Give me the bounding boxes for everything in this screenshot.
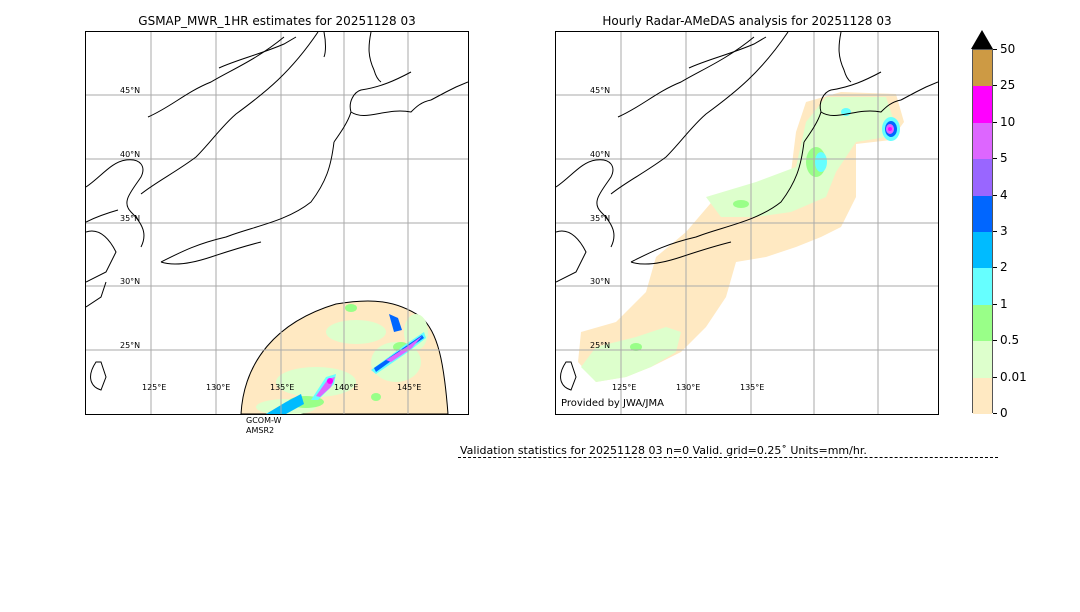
svg-text:145°E: 145°E	[397, 383, 421, 392]
lat-label: 45°N	[120, 86, 140, 95]
colorbar-label: 0.5	[1000, 333, 1020, 348]
colorbar-label: 3	[1000, 224, 1008, 238]
svg-text:25°N: 25°N	[120, 341, 140, 350]
colorbar-tick	[993, 267, 997, 269]
colorbar-segment	[973, 304, 992, 342]
colorbar-segment	[973, 86, 992, 124]
left-map-canvas: 45°N 40°N 35°N 30°N 25°N 125°E 130°E 135…	[86, 32, 468, 414]
right-map-title: Hourly Radar-AMeDAS analysis for 2025112…	[602, 14, 892, 28]
svg-text:25°N: 25°N	[590, 341, 610, 350]
colorbar-label: 10	[1000, 114, 1016, 129]
svg-text:130°E: 130°E	[206, 383, 230, 392]
colorbar-tick	[993, 121, 997, 123]
colorbar-label: 0.01	[1000, 369, 1027, 384]
colorbar-segment	[973, 159, 992, 197]
colorbar-segment	[973, 122, 992, 160]
colorbar-label: 25	[1000, 78, 1016, 93]
colorbar-tick	[993, 340, 997, 342]
colorbar-segment	[973, 377, 992, 415]
colorbar-label: 5	[1000, 151, 1008, 166]
colorbar-tick	[993, 231, 997, 232]
colorbar-tick	[993, 376, 997, 378]
data-provider-credit: Provided by JWA/JMA	[561, 398, 664, 409]
colorbar-label: 1	[1000, 296, 1008, 311]
svg-text:30°N: 30°N	[590, 277, 610, 286]
svg-text:125°E: 125°E	[612, 383, 636, 392]
validation-divider	[458, 457, 998, 458]
colorbar-segment	[973, 268, 992, 306]
left-map-gsmap: 45°N 40°N 35°N 30°N 25°N 125°E 130°E 135…	[85, 31, 469, 415]
colorbar-tick	[993, 194, 997, 196]
colorbar-tick	[993, 303, 997, 305]
colorbar-tick	[993, 85, 997, 87]
colorbar	[972, 49, 993, 415]
colorbar-label: 50	[1000, 42, 1016, 56]
colorbar-label: 4	[1000, 187, 1008, 202]
svg-text:125°E: 125°E	[142, 383, 166, 392]
svg-text:135°E: 135°E	[270, 383, 294, 392]
svg-text:30°N: 30°N	[120, 277, 140, 286]
colorbar-tick	[993, 158, 997, 160]
svg-text:130°E: 130°E	[676, 383, 700, 392]
colorbar-tick	[993, 49, 997, 50]
colorbar-label: 0	[1000, 406, 1008, 420]
right-map-radar-amedas: 45°N 40°N 35°N 30°N 25°N 125°E 130°E 135…	[555, 31, 939, 415]
left-map-title: GSMAP_MWR_1HR estimates for 20251128 03	[138, 14, 416, 28]
svg-text:45°N: 45°N	[590, 86, 610, 95]
colorbar-segment	[973, 232, 992, 269]
colorbar-label: 2	[1000, 260, 1008, 275]
svg-text:135°E: 135°E	[740, 383, 764, 392]
colorbar-extend-arrow	[971, 30, 993, 49]
svg-text:40°N: 40°N	[590, 150, 610, 159]
svg-text:35°N: 35°N	[120, 214, 140, 223]
colorbar-segment	[973, 195, 992, 233]
svg-text:35°N: 35°N	[590, 214, 610, 223]
colorbar-segment	[973, 341, 992, 379]
colorbar-segment	[973, 50, 992, 87]
satellite-label: GCOM-W AMSR2	[246, 416, 282, 435]
right-map-canvas: 45°N 40°N 35°N 30°N 25°N 125°E 130°E 135…	[556, 32, 938, 414]
validation-statistics: Validation statistics for 20251128 03 n=…	[460, 444, 867, 457]
svg-text:140°E: 140°E	[334, 383, 358, 392]
svg-text:40°N: 40°N	[120, 150, 140, 159]
colorbar-tick	[993, 413, 997, 414]
